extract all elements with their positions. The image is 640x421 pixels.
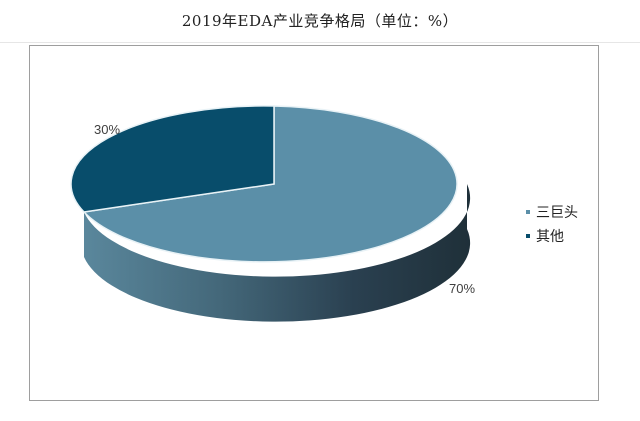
chart-title: 2019年EDA产业竞争格局（单位：%） [181,12,459,30]
legend-item-small[interactable]: 其他 [526,224,578,248]
legend-label: 三巨头 [536,205,578,221]
legend: 三巨头 其他 [526,200,578,248]
legend-item-big[interactable]: 三巨头 [526,200,578,224]
legend-swatch-icon [526,210,530,214]
data-label-small: 30% [94,122,121,137]
data-label-big: 70% [449,281,476,296]
legend-swatch-icon [526,234,530,238]
title-divider [0,42,640,43]
legend-label: 其他 [536,229,564,245]
pie-slice-small[interactable] [70,105,275,213]
pie-side-big [84,184,471,322]
pie-slice-big[interactable] [82,105,458,263]
